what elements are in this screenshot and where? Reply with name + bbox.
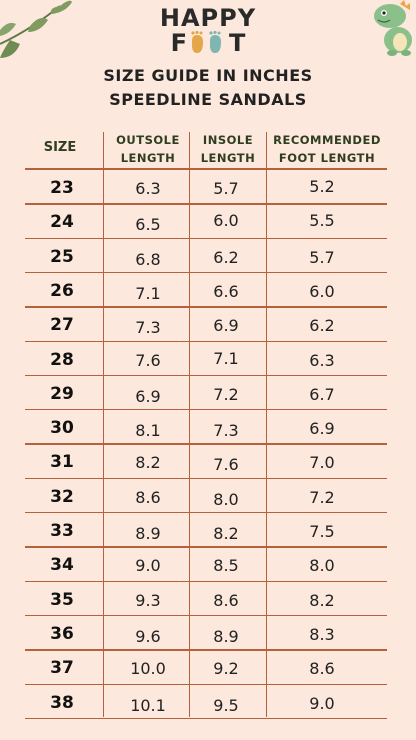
- dinosaur-icon: [374, 0, 412, 56]
- logo-letter-f: F: [170, 29, 188, 57]
- size-cell: 29: [50, 383, 74, 404]
- row-divider: [25, 409, 387, 411]
- insole-length-cell: 8.5: [213, 556, 239, 576]
- title-line-2: SPEEDLINE SANDALS: [109, 90, 307, 109]
- foot-length-cell: 5.5: [309, 211, 335, 231]
- row-divider: [25, 237, 387, 239]
- insole-length-cell: 9.2: [213, 659, 239, 679]
- size-cell: 33: [50, 521, 74, 541]
- foot-length-cell: 8.2: [309, 590, 335, 610]
- insole-length-cell: 6.0: [213, 211, 239, 231]
- size-cell: 36: [50, 623, 74, 644]
- insole-length-cell: 7.6: [213, 455, 239, 475]
- header-outsole-length: OUTSOLE LENGTH: [116, 133, 180, 165]
- outsole-length-cell: 10.0: [130, 659, 166, 679]
- outsole-length-cell: 6.8: [135, 249, 161, 269]
- logo-text-top: HAPPY: [159, 4, 257, 32]
- row-divider: [25, 306, 387, 308]
- row-divider: [25, 271, 387, 274]
- size-cell: 24: [50, 212, 74, 233]
- size-cell: 34: [50, 555, 74, 576]
- outsole-length-cell: 7.6: [135, 350, 161, 370]
- insole-length-cell: 6.6: [213, 281, 239, 301]
- outsole-length-cell: 7.3: [135, 318, 161, 338]
- outsole-length-cell: 9.0: [135, 556, 161, 576]
- size-cell: 23: [50, 178, 74, 198]
- insole-length-cell: 6.9: [213, 316, 239, 336]
- row-divider: [25, 683, 387, 685]
- insole-length-cell: 9.5: [213, 695, 239, 715]
- outsole-length-cell: 8.2: [135, 453, 161, 473]
- foot-length-cell: 9.0: [309, 693, 335, 713]
- insole-length-cell: 6.2: [213, 247, 239, 267]
- outsole-length-cell: 8.1: [135, 421, 161, 441]
- insole-length-cell: 8.0: [213, 489, 239, 509]
- outsole-length-cell: 6.3: [135, 179, 161, 198]
- size-cell: 28: [50, 349, 74, 370]
- outsole-length-cell: 9.3: [135, 590, 161, 610]
- foot-length-cell: 6.0: [309, 281, 335, 301]
- logo-letter-t: T: [229, 29, 246, 57]
- foot-length-cell: 7.5: [309, 522, 335, 541]
- foot-length-cell: 8.6: [309, 659, 335, 679]
- insole-length-cell: 8.2: [213, 524, 239, 543]
- column-divider: [266, 132, 268, 717]
- row-divider: [25, 477, 387, 480]
- leaf-decoration-icon: [0, 0, 72, 58]
- insole-length-cell: 7.2: [213, 384, 239, 404]
- foot-length-cell: 5.2: [309, 177, 335, 196]
- row-divider: [25, 203, 387, 205]
- footprints-icon: [191, 31, 222, 53]
- outsole-length-cell: 6.9: [135, 386, 161, 406]
- outsole-length-cell: 9.6: [135, 626, 161, 646]
- outsole-length-cell: 6.5: [135, 215, 161, 235]
- row-divider: [25, 717, 387, 720]
- insole-length-cell: 8.6: [213, 590, 239, 610]
- row-divider: [25, 374, 387, 377]
- size-cell: 26: [50, 280, 74, 301]
- foot-length-cell: 6.7: [309, 384, 335, 404]
- size-cell: 27: [50, 315, 74, 336]
- row-divider: [25, 580, 387, 582]
- header-divider: [25, 168, 387, 170]
- outsole-length-cell: 7.1: [135, 283, 161, 303]
- size-cell: 38: [50, 692, 74, 713]
- foot-length-cell: 6.2: [309, 316, 335, 336]
- column-divider: [103, 132, 105, 717]
- foot-length-cell: 8.0: [309, 556, 335, 576]
- foot-length-cell: 6.3: [309, 350, 335, 370]
- insole-length-cell: 7.1: [213, 348, 239, 368]
- insole-length-cell: 8.9: [213, 626, 239, 646]
- brand-logo: HAPPY F T: [0, 6, 416, 56]
- size-cell: 31: [50, 452, 74, 473]
- title-line-1: SIZE GUIDE IN INCHES: [103, 66, 313, 85]
- size-cell: 37: [50, 658, 74, 679]
- row-divider: [25, 614, 387, 617]
- row-divider: [25, 512, 387, 514]
- foot-length-cell: 5.7: [309, 247, 335, 267]
- row-divider: [25, 340, 387, 342]
- outsole-length-cell: 8.6: [135, 487, 161, 507]
- row-divider: [25, 546, 387, 548]
- foot-length-cell: 8.3: [309, 624, 335, 644]
- header-insole-length: INSOLE LENGTH: [200, 133, 256, 165]
- page-title: SIZE GUIDE IN INCHES SPEEDLINE SANDALS: [0, 64, 416, 112]
- size-cell: 35: [50, 589, 74, 610]
- size-cell: 25: [50, 246, 74, 267]
- outsole-length-cell: 10.1: [130, 695, 166, 715]
- insole-length-cell: 7.3: [213, 421, 239, 441]
- insole-length-cell: 5.7: [213, 179, 239, 198]
- header-size: SIZE: [43, 140, 77, 155]
- header-recommended-foot-length: RECOMMENDED FOOT LENGTH: [273, 133, 381, 165]
- size-cell: 30: [50, 418, 74, 439]
- row-divider: [25, 443, 387, 445]
- outsole-length-cell: 8.9: [135, 524, 161, 543]
- size-cell: 32: [50, 486, 74, 507]
- foot-length-cell: 7.0: [309, 453, 335, 473]
- row-divider: [25, 649, 387, 651]
- foot-length-cell: 6.9: [309, 419, 335, 439]
- column-divider: [189, 132, 191, 717]
- foot-length-cell: 7.2: [309, 487, 335, 507]
